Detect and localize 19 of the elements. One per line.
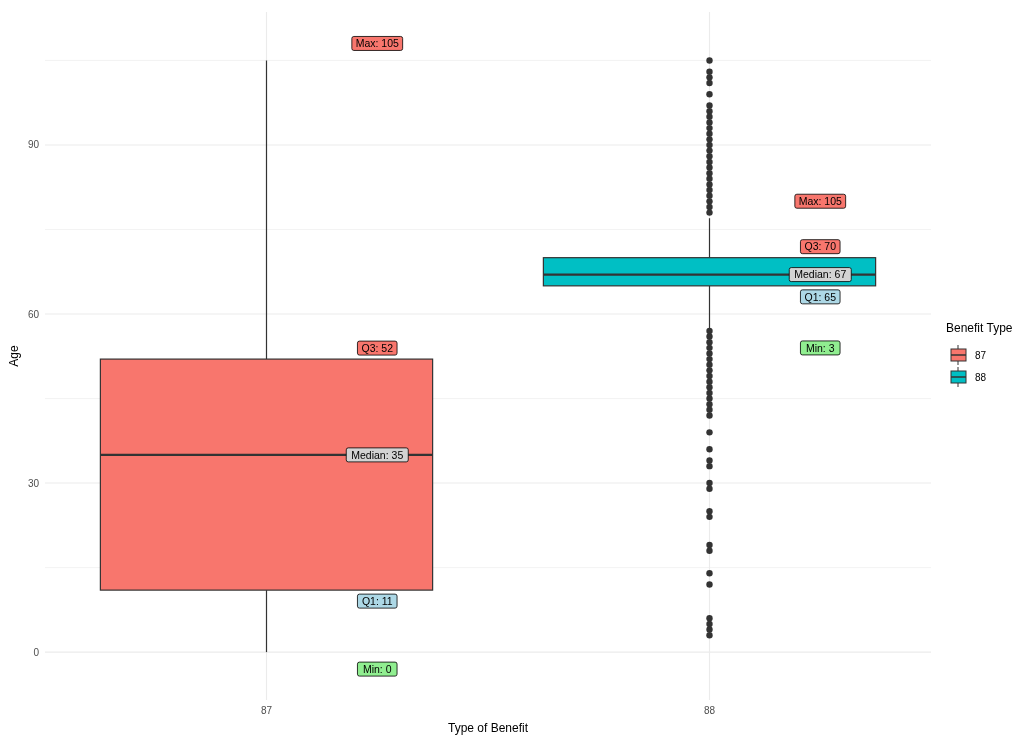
y-tick-label: 0: [33, 646, 40, 658]
annotation: Q3: 52: [361, 341, 394, 354]
annotation: Min: 3: [805, 341, 835, 354]
annotation: Median: 67: [794, 268, 847, 281]
y-axis-title: Age: [7, 345, 21, 367]
legend-label: 88: [975, 372, 987, 383]
annotation: Q1: 65: [804, 290, 837, 303]
annotation: Max: 105: [355, 37, 399, 50]
legend-label: 87: [975, 350, 987, 361]
legend-title: Benefit Type: [946, 321, 1013, 335]
y-tick-label: 60: [27, 308, 40, 320]
annotation: Max: 105: [798, 195, 842, 208]
annotation: Q3: 70: [804, 240, 837, 253]
y-tick-label: 30: [27, 477, 40, 489]
x-axis-title: Type of Benefit: [447, 721, 529, 735]
annotation: Median: 35: [351, 448, 404, 461]
annotation: Q1: 11: [361, 594, 393, 607]
y-tick-label: 90: [27, 139, 40, 151]
annotation: Min: 0: [362, 662, 392, 675]
